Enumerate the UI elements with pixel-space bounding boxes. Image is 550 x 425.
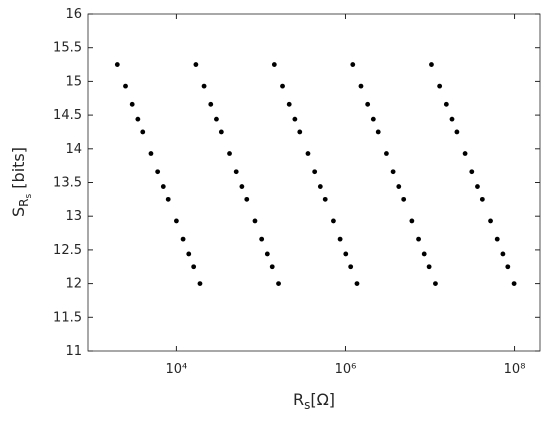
point (233, 169, 239, 175)
point (271, 62, 277, 67)
point (390, 169, 396, 175)
point (269, 264, 275, 270)
point (511, 281, 517, 286)
point (365, 101, 371, 107)
x-tick-label: 10⁴ (166, 362, 188, 377)
point (292, 116, 298, 122)
point (384, 151, 389, 156)
point (280, 83, 285, 89)
point (401, 196, 407, 202)
point (454, 129, 460, 135)
point (208, 101, 214, 107)
point (354, 281, 360, 286)
x-label-main: R (293, 390, 304, 409)
point (350, 62, 356, 67)
point (197, 281, 203, 286)
point (426, 264, 432, 270)
point (433, 281, 438, 286)
point (337, 236, 343, 242)
point (312, 169, 318, 175)
point (165, 196, 171, 202)
point (479, 196, 485, 202)
point (429, 62, 434, 67)
plot-frame (87, 13, 541, 352)
y-tick-label: 16 (65, 7, 82, 22)
point (305, 151, 311, 156)
point (396, 184, 402, 189)
x-label-rest: [Ω] (310, 390, 335, 409)
y-label-sub: R (17, 198, 31, 206)
point (155, 169, 161, 175)
point (252, 218, 258, 224)
point (174, 218, 179, 224)
y-tick-label: 12.5 (53, 243, 82, 258)
y-axis-label: SRs [bits] (9, 147, 34, 217)
y-tick-label: 14.5 (53, 108, 82, 123)
point (443, 101, 449, 107)
point (227, 151, 232, 156)
point (416, 236, 421, 242)
point (488, 218, 493, 224)
point (494, 236, 500, 242)
point (193, 62, 199, 67)
y-tick-label: 14 (65, 142, 82, 157)
point (348, 264, 354, 270)
point (322, 196, 328, 202)
point (286, 101, 292, 107)
x-tick-label: 10⁸ (504, 362, 526, 377)
point (358, 83, 364, 89)
y-label-rest: [bits] (9, 147, 28, 194)
point (148, 151, 154, 156)
point (505, 264, 511, 270)
point (259, 236, 265, 242)
y-tick-label: 13.5 (53, 176, 82, 191)
point (160, 184, 166, 189)
point (214, 116, 219, 122)
point (140, 129, 146, 135)
point (370, 116, 376, 122)
point (276, 281, 281, 286)
point (331, 218, 336, 224)
point (449, 116, 455, 122)
point (218, 129, 224, 135)
point (469, 169, 475, 175)
point (421, 251, 427, 257)
y-tick-label: 13 (65, 209, 82, 224)
y-tick-label: 11 (65, 344, 82, 359)
point (201, 83, 207, 89)
y-label-subsub: s (24, 193, 34, 198)
point (114, 62, 120, 67)
point (409, 218, 415, 224)
point (135, 116, 141, 122)
point (297, 129, 303, 135)
point (191, 264, 197, 270)
y-tick-label: 15 (65, 74, 82, 89)
point (244, 196, 250, 202)
y-tick-label: 15.5 (53, 41, 82, 56)
x-label-sub: s (304, 398, 310, 412)
point (462, 151, 468, 156)
point (437, 83, 443, 89)
y-tick-label: 11.5 (53, 310, 82, 325)
point (239, 184, 245, 189)
point (123, 83, 128, 89)
y-label-main: S (9, 207, 28, 217)
point (375, 129, 381, 135)
x-tick-label: 10⁶ (335, 362, 357, 377)
point (317, 184, 323, 189)
x-axis-label: Rs[Ω] (293, 390, 335, 412)
point (343, 251, 349, 257)
point (264, 251, 270, 257)
point (180, 236, 186, 242)
y-tick-label: 12 (65, 277, 82, 292)
point (475, 184, 480, 189)
point (129, 101, 135, 107)
point (500, 251, 506, 257)
point (186, 251, 192, 257)
